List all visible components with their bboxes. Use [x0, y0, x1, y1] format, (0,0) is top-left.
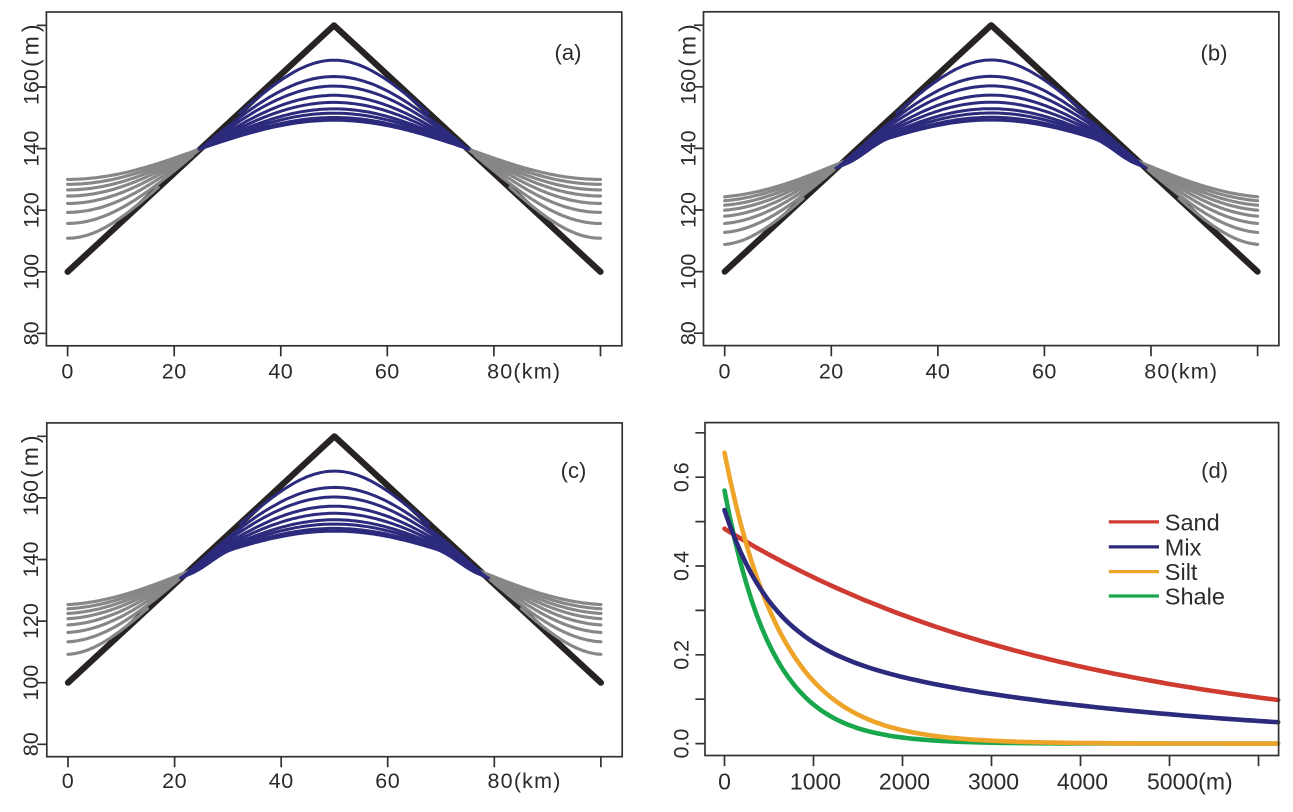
svg-text:60: 60 [375, 769, 400, 793]
svg-text:Mix: Mix [1165, 534, 1202, 560]
svg-text:(m): (m) [17, 21, 43, 67]
svg-text:0: 0 [62, 769, 74, 793]
svg-text:20: 20 [162, 769, 187, 793]
svg-text:(m): (m) [674, 20, 700, 66]
svg-text:20: 20 [819, 360, 844, 384]
svg-text:140: 140 [19, 542, 43, 578]
svg-text:40: 40 [269, 769, 294, 793]
svg-text:100: 100 [19, 254, 43, 290]
svg-text:Silt: Silt [1165, 559, 1198, 585]
svg-text:140: 140 [19, 131, 43, 167]
svg-text:80: 80 [19, 732, 43, 756]
svg-text:120: 120 [676, 192, 700, 228]
svg-text:5000(m): 5000(m) [1147, 769, 1233, 795]
svg-text:60: 60 [1032, 360, 1057, 384]
svg-text:160: 160 [19, 69, 43, 105]
svg-text:Shale: Shale [1165, 584, 1225, 610]
svg-text:Sand: Sand [1165, 509, 1220, 535]
svg-text:0.2: 0.2 [670, 640, 694, 670]
svg-text:4000: 4000 [1057, 769, 1108, 795]
svg-text:0.4: 0.4 [670, 551, 694, 581]
svg-text:0: 0 [718, 769, 731, 795]
svg-text:160: 160 [19, 480, 43, 516]
svg-text:0: 0 [718, 360, 730, 384]
svg-text:40: 40 [925, 360, 950, 384]
svg-text:80: 80 [19, 321, 43, 345]
svg-text:(m): (m) [17, 431, 43, 477]
svg-text:(b): (b) [1201, 40, 1228, 65]
svg-text:80(km): 80(km) [487, 360, 561, 384]
svg-text:20: 20 [162, 360, 187, 384]
svg-text:120: 120 [19, 192, 43, 228]
svg-text:(d): (d) [1201, 458, 1228, 483]
svg-text:100: 100 [19, 665, 43, 701]
svg-text:100: 100 [676, 254, 700, 290]
svg-text:0.0: 0.0 [670, 729, 694, 759]
svg-text:80: 80 [676, 321, 700, 345]
svg-text:80(km): 80(km) [1144, 360, 1218, 384]
svg-text:0: 0 [61, 360, 73, 384]
svg-text:(a): (a) [555, 40, 582, 65]
svg-text:2000: 2000 [879, 769, 930, 795]
svg-text:0.6: 0.6 [670, 462, 694, 492]
svg-text:60: 60 [375, 360, 400, 384]
svg-text:80(km): 80(km) [488, 769, 562, 793]
svg-text:120: 120 [19, 603, 43, 639]
svg-text:40: 40 [268, 360, 293, 384]
svg-text:1000: 1000 [790, 769, 841, 795]
svg-text:140: 140 [676, 130, 700, 166]
svg-text:3000: 3000 [968, 769, 1019, 795]
svg-text:(c): (c) [561, 458, 587, 483]
svg-text:160: 160 [676, 69, 700, 105]
